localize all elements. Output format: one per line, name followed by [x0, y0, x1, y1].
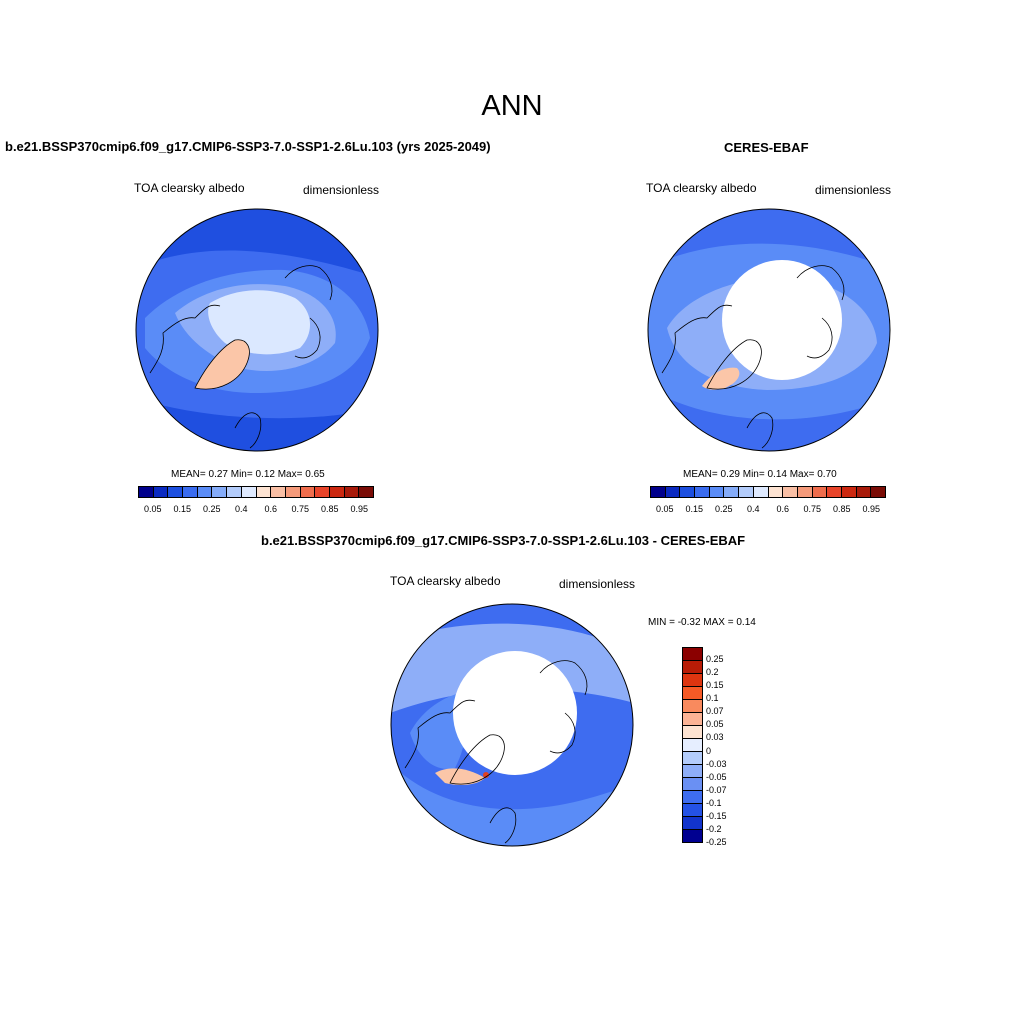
colorbar-swatch: [344, 487, 360, 497]
panel3-title: b.e21.BSSP370cmip6.f09_g17.CMIP6-SSP3-7.…: [261, 533, 746, 548]
colorbar-swatch: [683, 726, 702, 739]
colorbar-tick-label: 0.6: [264, 504, 277, 514]
colorbar-tick-label: 0.75: [803, 504, 822, 514]
colorbar-swatch: [683, 752, 702, 765]
colorbar-swatch: [241, 487, 257, 497]
colorbar-swatch: [683, 739, 702, 752]
colorbar-swatch: [683, 713, 702, 726]
colorbar-tick-label: -0.1: [706, 797, 722, 808]
colorbar-swatch: [359, 487, 373, 497]
colorbar-swatch: [683, 648, 702, 661]
colorbar-tick-label: 0.2: [706, 667, 719, 678]
colorbar-swatch: [724, 487, 740, 497]
colorbar-swatch: [683, 791, 702, 804]
panel3-variable-label: TOA clearsky albedo: [390, 574, 501, 588]
colorbar-tick-label: 0.1: [706, 693, 719, 704]
main-title: ANN: [481, 90, 543, 122]
panel3-stats: MIN = -0.32 MAX = 0.14: [648, 617, 756, 628]
panel2-variable-label: TOA clearsky albedo: [646, 181, 757, 195]
panel3-units-label: dimensionless: [559, 577, 636, 591]
colorbar-tick-label: -0.05: [706, 771, 727, 782]
colorbar-swatch: [683, 674, 702, 687]
map-panel1: [135, 208, 379, 452]
colorbar-swatch: [683, 687, 702, 700]
panel1-units-label: dimensionless: [303, 183, 380, 197]
colorbar-swatch: [841, 487, 857, 497]
panel1-title: b.e21.BSSP370cmip6.f09_g17.CMIP6-SSP3-7.…: [5, 139, 491, 154]
colorbar-tick-label: 0.95: [862, 504, 881, 514]
colorbar-swatch: [683, 778, 702, 791]
colorbar-swatch: [871, 487, 885, 497]
colorbar-swatch: [197, 487, 213, 497]
colorbar-swatch: [256, 487, 272, 497]
colorbar-swatch: [183, 487, 198, 497]
colorbar-tick-label: 0.05: [655, 504, 674, 514]
colorbar-tick-label: 0: [706, 745, 712, 756]
colorbar-tick-label: -0.25: [706, 837, 727, 847]
colorbar-tick-label: -0.07: [706, 784, 727, 795]
colorbar-tick-label: 0.15: [706, 680, 724, 691]
colorbar-tick-label: 0.4: [746, 504, 760, 514]
colorbar-tick-label: 0.85: [832, 504, 851, 514]
colorbar-tick-label: 0.05: [706, 719, 724, 730]
colorbar-swatch: [683, 804, 702, 817]
colorbar-tick-label: 0.25: [202, 504, 221, 514]
colorbar-swatch: [329, 487, 345, 497]
colorbar-swatch: [856, 487, 872, 497]
colorbar-swatch: [271, 487, 286, 497]
panel1-variable-label: TOA clearsky albedo: [134, 181, 245, 195]
colorbar-swatch: [812, 487, 828, 497]
colorbar-tick-label: 0.07: [706, 706, 724, 717]
colorbar-swatch: [695, 487, 710, 497]
colorbar-swatch: [683, 700, 702, 713]
colorbar-swatch: [683, 661, 702, 674]
colorbar-panel1: [138, 486, 374, 498]
colorbar-swatch: [227, 487, 242, 497]
colorbar-swatch: [768, 487, 784, 497]
colorbar-swatch: [753, 487, 769, 497]
colorbar-swatch: [680, 487, 696, 497]
colorbar-swatch: [285, 487, 301, 497]
colorbar-tick-label: 0.03: [706, 732, 724, 743]
colorbar-swatch: [683, 830, 702, 842]
colorbar-tick-label: -0.03: [706, 758, 727, 769]
colorbar-swatch: [212, 487, 228, 497]
colorbar-swatch: [783, 487, 798, 497]
panel1-stats: MEAN= 0.27 Min= 0.12 Max= 0.65: [171, 469, 325, 480]
colorbar-swatch: [827, 487, 842, 497]
colorbar-swatch: [683, 817, 702, 830]
colorbar-swatch: [797, 487, 813, 497]
colorbar-swatch: [168, 487, 184, 497]
colorbar-tick-label: 0.25: [706, 654, 724, 665]
colorbar-panel2: [650, 486, 886, 498]
map-panel3-difference: [390, 603, 634, 847]
colorbar-swatch: [300, 487, 316, 497]
colorbar-tick-label: 0.15: [173, 504, 192, 514]
colorbar-tick-label: 0.4: [234, 504, 248, 514]
colorbar-swatch: [315, 487, 330, 497]
map-panel2: [647, 208, 891, 452]
colorbar-swatch: [153, 487, 169, 497]
colorbar-tick-label: 0.95: [350, 504, 369, 514]
colorbar-tick-label: 0.15: [685, 504, 704, 514]
panel2-title: CERES-EBAF: [724, 140, 809, 155]
colorbar-tick-label: 0.25: [714, 504, 733, 514]
colorbar-tick-label: -0.2: [706, 823, 722, 834]
colorbar-tick-label: 0.6: [776, 504, 789, 514]
colorbar-swatch: [683, 765, 702, 778]
colorbar-tick-label: -0.15: [706, 810, 727, 821]
colorbar-tick-label: 0.85: [320, 504, 339, 514]
colorbar-difference: [682, 647, 703, 843]
colorbar-swatch: [709, 487, 725, 497]
colorbar-swatch: [651, 487, 666, 497]
colorbar-tick-label: 0.05: [143, 504, 162, 514]
colorbar-swatch: [739, 487, 754, 497]
colorbar-tick-label: 0.75: [291, 504, 310, 514]
colorbar-swatch: [139, 487, 154, 497]
panel2-stats: MEAN= 0.29 Min= 0.14 Max= 0.70: [683, 469, 837, 480]
panel2-units-label: dimensionless: [815, 183, 892, 197]
colorbar-swatch: [665, 487, 681, 497]
